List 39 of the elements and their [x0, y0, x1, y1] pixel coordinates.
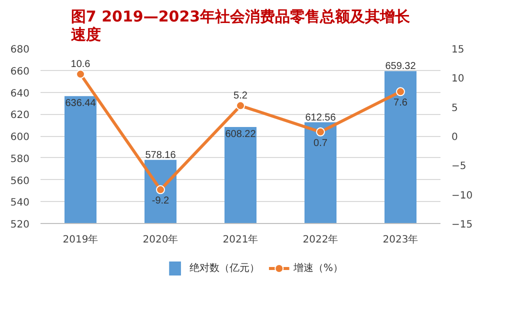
data-label: 5.2	[234, 90, 248, 102]
y2-tick-label: −5	[452, 161, 466, 172]
data-label: 612.56	[305, 112, 336, 124]
point	[236, 101, 245, 110]
point	[396, 87, 405, 96]
legend-label: 增速（%）	[292, 262, 344, 274]
data-label: 659.32	[385, 61, 416, 72]
x-tick-label: 2023年	[382, 234, 418, 246]
x-tick-label: 2019年	[62, 234, 98, 246]
data-label: 636.44	[65, 98, 96, 110]
y-tick-label: 640	[10, 88, 30, 100]
y-tick-label: 680	[10, 44, 30, 56]
y2-tick-label: 0	[452, 132, 458, 143]
x-tick-label: 2021年	[222, 234, 258, 246]
data-label: 0.7	[314, 138, 328, 149]
chart-title: 图7 2019—2023年社会消费品零售总额及其增长速度	[70, 8, 412, 44]
y-tick-label: 620	[10, 110, 30, 122]
y2-tick-label: 10	[452, 74, 464, 85]
y-tick-label: 600	[10, 132, 30, 143]
data-label: -9.2	[152, 196, 170, 207]
legend-label: 绝对数（亿元）	[189, 262, 260, 274]
data-label: 7.6	[394, 98, 408, 109]
data-label: 578.16	[145, 150, 176, 161]
y-tick-label: 560	[10, 176, 30, 187]
y-tick-label: 580	[10, 154, 30, 165]
point	[156, 185, 165, 194]
x-tick-label: 2020年	[142, 234, 178, 246]
point	[76, 70, 85, 79]
data-label: 608.22	[225, 129, 256, 140]
y-tick-label: 660	[10, 66, 30, 78]
y2-tick-label: −15	[452, 220, 473, 230]
x-tick-label: 2022年	[302, 234, 338, 246]
y2-tick-label: 5	[452, 102, 458, 114]
y-tick-label: 520	[10, 220, 30, 230]
point	[316, 127, 325, 136]
y2-tick-label: 15	[452, 44, 464, 56]
y-tick-label: 540	[10, 198, 30, 209]
data-label: 10.6	[70, 59, 91, 70]
y2-tick-label: −10	[452, 190, 473, 202]
